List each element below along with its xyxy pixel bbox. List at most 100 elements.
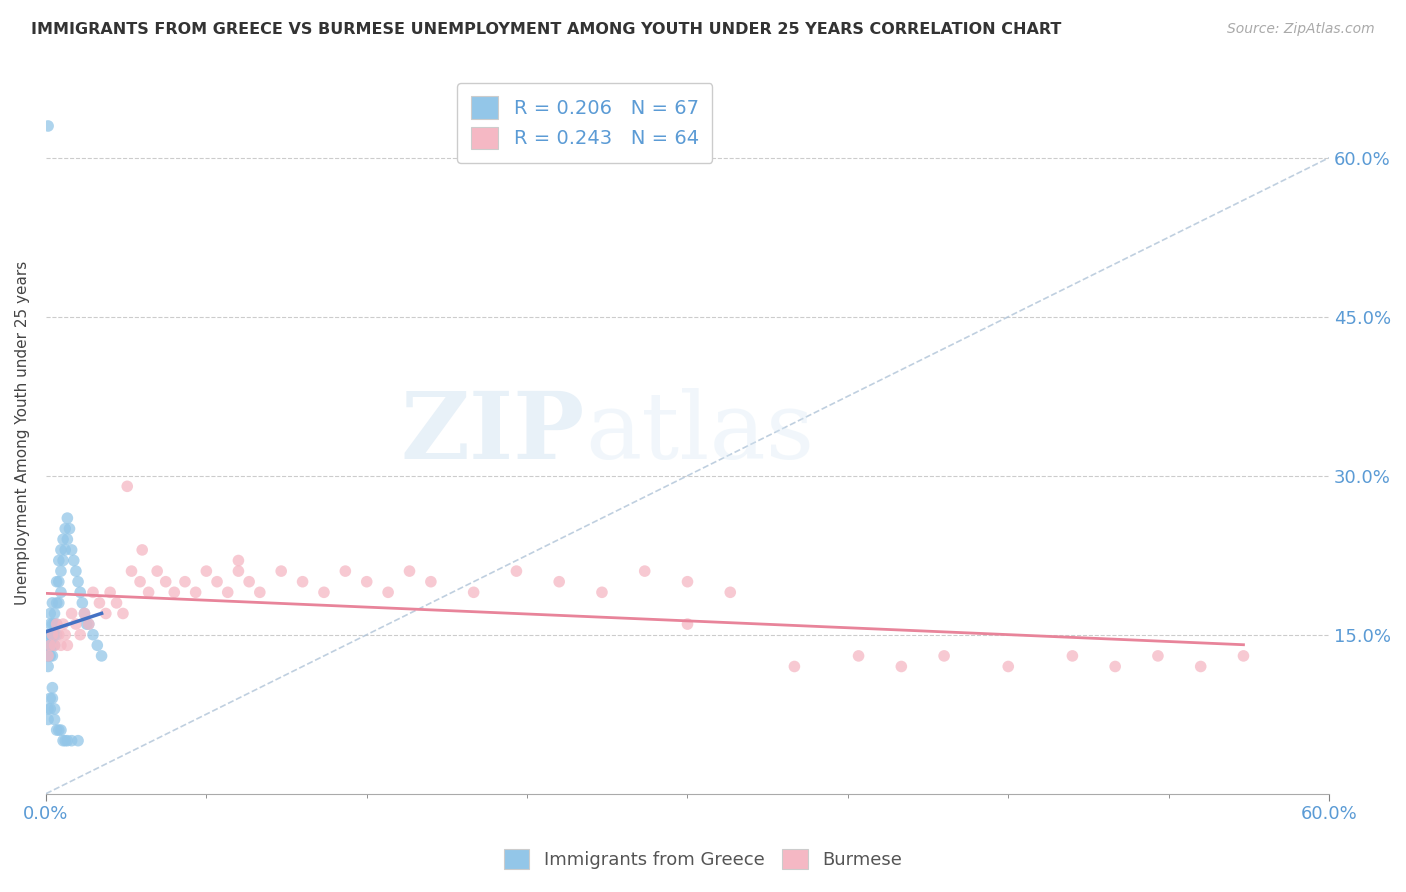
- Point: [783, 659, 806, 673]
- Point: [48, 574, 70, 589]
- Point: [163, 585, 186, 599]
- Point: [53, 542, 76, 557]
- Point: [37, 648, 59, 663]
- Point: [39, 607, 62, 621]
- Point: [548, 574, 571, 589]
- Point: [419, 574, 441, 589]
- Point: [65, 564, 87, 578]
- Point: [53, 522, 76, 536]
- Point: [39, 638, 62, 652]
- Point: [291, 574, 314, 589]
- Point: [49, 638, 72, 652]
- Point: [48, 723, 70, 737]
- Legend: R = 0.206   N = 67, R = 0.243   N = 64: R = 0.206 N = 67, R = 0.243 N = 64: [457, 83, 713, 162]
- Point: [45, 617, 67, 632]
- Point: [90, 648, 112, 663]
- Point: [335, 564, 357, 578]
- Point: [41, 596, 63, 610]
- Point: [195, 564, 218, 578]
- Point: [44, 713, 66, 727]
- Point: [56, 638, 79, 652]
- Point: [39, 702, 62, 716]
- Point: [41, 681, 63, 695]
- Point: [39, 691, 62, 706]
- Point: [58, 522, 80, 536]
- Point: [67, 574, 90, 589]
- Point: [49, 542, 72, 557]
- Point: [89, 596, 111, 610]
- Point: [115, 479, 138, 493]
- Point: [77, 617, 100, 632]
- Point: [228, 564, 250, 578]
- Point: [56, 511, 79, 525]
- Point: [44, 638, 66, 652]
- Point: [238, 574, 260, 589]
- Point: [60, 607, 83, 621]
- Point: [932, 648, 955, 663]
- Point: [56, 533, 79, 547]
- Point: [44, 628, 66, 642]
- Point: [72, 596, 94, 610]
- Point: [82, 628, 104, 642]
- Point: [45, 628, 67, 642]
- Point: [591, 585, 613, 599]
- Point: [52, 617, 75, 632]
- Point: [184, 585, 207, 599]
- Point: [67, 733, 90, 747]
- Point: [1062, 648, 1084, 663]
- Point: [676, 574, 699, 589]
- Text: IMMIGRANTS FROM GREECE VS BURMESE UNEMPLOYMENT AMONG YOUTH UNDER 25 YEARS CORREL: IMMIGRANTS FROM GREECE VS BURMESE UNEMPL…: [31, 22, 1062, 37]
- Point: [398, 564, 420, 578]
- Point: [146, 564, 169, 578]
- Point: [718, 585, 741, 599]
- Point: [53, 733, 76, 747]
- Point: [39, 648, 62, 663]
- Point: [49, 585, 72, 599]
- Text: atlas: atlas: [585, 388, 814, 478]
- Point: [60, 542, 83, 557]
- Point: [41, 691, 63, 706]
- Point: [377, 585, 399, 599]
- Point: [62, 553, 84, 567]
- Point: [73, 607, 96, 621]
- Point: [45, 617, 67, 632]
- Point: [138, 585, 160, 599]
- Point: [997, 659, 1019, 673]
- Point: [228, 553, 250, 567]
- Point: [41, 648, 63, 663]
- Point: [505, 564, 527, 578]
- Point: [174, 574, 197, 589]
- Point: [49, 723, 72, 737]
- Point: [41, 628, 63, 642]
- Text: ZIP: ZIP: [401, 388, 585, 478]
- Point: [41, 638, 63, 652]
- Point: [37, 659, 59, 673]
- Point: [205, 574, 228, 589]
- Point: [48, 553, 70, 567]
- Point: [44, 607, 66, 621]
- Point: [52, 733, 75, 747]
- Point: [155, 574, 177, 589]
- Point: [45, 723, 67, 737]
- Point: [39, 628, 62, 642]
- Point: [270, 564, 292, 578]
- Point: [37, 119, 59, 133]
- Point: [37, 638, 59, 652]
- Point: [1104, 659, 1126, 673]
- Point: [65, 617, 87, 632]
- Y-axis label: Unemployment Among Youth under 25 years: Unemployment Among Youth under 25 years: [15, 261, 30, 606]
- Point: [463, 585, 485, 599]
- Point: [56, 733, 79, 747]
- Point: [312, 585, 335, 599]
- Point: [98, 585, 121, 599]
- Point: [131, 542, 153, 557]
- Point: [676, 617, 699, 632]
- Point: [634, 564, 657, 578]
- Point: [890, 659, 912, 673]
- Point: [105, 596, 128, 610]
- Point: [121, 564, 143, 578]
- Point: [49, 564, 72, 578]
- Point: [45, 574, 67, 589]
- Point: [39, 617, 62, 632]
- Point: [60, 733, 83, 747]
